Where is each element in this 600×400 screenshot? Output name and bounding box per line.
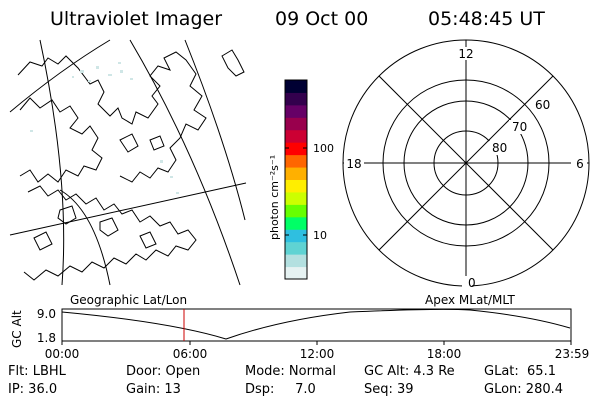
- map-coastline: [23, 185, 197, 281]
- timeline-x-tick-label: 23:59: [555, 347, 590, 361]
- map-coastline: [19, 97, 103, 183]
- label-mask: [344, 156, 364, 170]
- status-seq: Seq: 39: [364, 382, 414, 397]
- status-gain: Gain: 13: [126, 382, 181, 397]
- date-label: 09 Oct 00: [275, 8, 369, 30]
- geographic-map: [9, 39, 247, 286]
- lat-label-70: 70: [512, 120, 527, 134]
- hour-label-18: 18: [346, 157, 361, 171]
- timeline-y-tick: 1.8: [37, 331, 56, 345]
- colorbar-unit-label: photon cm⁻²s⁻¹: [268, 155, 281, 240]
- map-grid-line: [129, 39, 241, 286]
- colorbar-band: [285, 92, 307, 106]
- colorbar-band: [285, 191, 307, 205]
- label-mask: [571, 156, 587, 170]
- colorbar-band: [285, 167, 307, 180]
- colorbar-band: [285, 80, 307, 93]
- timeline-x-tick-label: 18:00: [427, 347, 462, 361]
- colorbar-band: [285, 142, 307, 156]
- timeline-frame: [61, 308, 572, 342]
- status-filter: Flt: LBHL: [8, 364, 66, 379]
- app-title: Ultraviolet Imager: [50, 8, 223, 30]
- timeline-y-axis-label: GC Alt: [10, 310, 24, 348]
- colorbar-band: [285, 216, 307, 230]
- colorbar-band: [285, 104, 307, 118]
- map-coastline: [33, 133, 165, 251]
- colorbar-band: [285, 129, 307, 143]
- label-mask: [457, 47, 475, 60]
- colorbar-band: [285, 204, 307, 218]
- lat-label-60: 60: [535, 98, 550, 112]
- lat-label-80: 80: [492, 141, 507, 155]
- hour-label-6: 6: [576, 157, 584, 171]
- timeline-x-tick-label: 12:00: [300, 347, 335, 361]
- colorbar-tick-label: 10: [313, 229, 327, 242]
- colorbar-band: [285, 229, 307, 243]
- colorbar-band: [285, 254, 307, 268]
- timeline-right-label: Apex MLat/MLT: [425, 293, 515, 307]
- colorbar-band: [285, 154, 307, 168]
- hour-label-12: 12: [458, 47, 473, 61]
- colorbar-band: [285, 117, 307, 131]
- map-grid-line: [59, 189, 111, 286]
- status-door: Door: Open: [126, 364, 201, 379]
- colorbar-band: [285, 266, 307, 280]
- timeline-left-label: Geographic Lat/Lon: [70, 293, 187, 307]
- map-grid-line: [184, 39, 246, 221]
- map-coastline: [221, 49, 245, 77]
- colorbar-frame: [284, 79, 308, 280]
- status-gc-alt: GC Alt: 4.3 Re: [364, 364, 455, 379]
- polar-diagonal: [378, 75, 554, 251]
- timeline-x-tick-label: 00:00: [45, 347, 80, 361]
- status-mode: Mode: Normal: [245, 364, 336, 379]
- label-mask: [532, 98, 554, 112]
- aurora-speckle: [30, 62, 179, 194]
- timeline-x-ticks: [61, 341, 572, 345]
- colorbar: [285, 80, 307, 280]
- status-ip: IP: 36.0: [8, 382, 58, 397]
- label-mask: [489, 141, 511, 155]
- label-mask: [462, 276, 472, 289]
- status-glat: GLat: 65.1: [484, 364, 556, 379]
- polar-plot: [342, 39, 590, 287]
- colorbar-band: [285, 241, 307, 255]
- timeline-y-tick: 9.0: [37, 307, 56, 321]
- colorbar-band: [285, 179, 307, 193]
- gc-alt-curve: [61, 308, 571, 340]
- map-grid-line: [39, 39, 65, 286]
- status-glon: GLon: 280.4: [484, 382, 564, 397]
- status-dsp: Dsp: 7.0: [245, 382, 316, 397]
- hour-label-0: 0: [468, 276, 476, 290]
- map-grid-line: [9, 182, 247, 236]
- time-label: 05:48:45 UT: [428, 8, 545, 30]
- colorbar-tick-label: 100: [313, 142, 334, 155]
- label-mask: [509, 120, 531, 134]
- timeline-x-tick-label: 06:00: [173, 347, 208, 361]
- map-grid-line: [9, 39, 111, 113]
